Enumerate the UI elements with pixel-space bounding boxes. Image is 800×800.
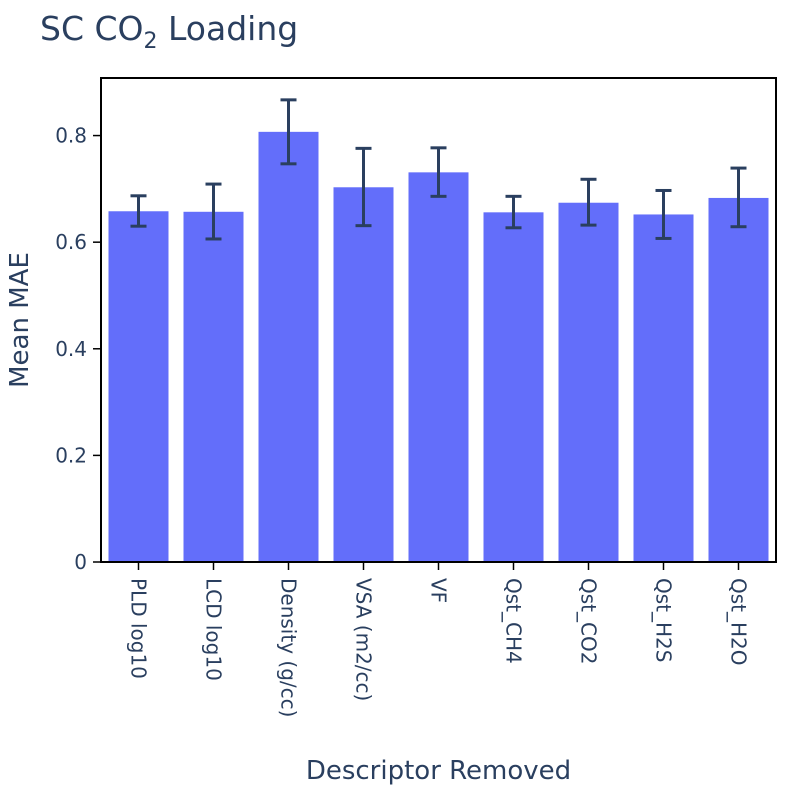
x-tick-label: Qst_H2S <box>652 578 676 662</box>
bars-layer <box>108 131 769 563</box>
y-tick-label: 0.6 <box>55 230 87 254</box>
y-axis-title: Mean MAE <box>5 252 35 388</box>
y-tick-label: 0 <box>74 550 87 574</box>
bar <box>258 131 319 562</box>
x-tick-label: Density (g/cc) <box>277 578 301 717</box>
bar <box>558 202 619 563</box>
x-tick-label: Qst_CO2 <box>577 578 601 664</box>
chart-title: SC CO2 Loading <box>40 9 298 54</box>
y-tick-label: 0.2 <box>55 443 87 467</box>
error-bars-layer <box>130 98 747 241</box>
x-tick-label: Qst_H2O <box>727 578 751 666</box>
x-tick-label: VF <box>427 578 451 603</box>
chart-title-main: SC CO <box>40 9 144 48</box>
x-tick-label: LCD log10 <box>202 578 226 681</box>
chart-title-rest: Loading <box>158 9 299 48</box>
y-tick-label: 0.4 <box>55 337 87 361</box>
chart-title-subscript: 2 <box>144 29 158 54</box>
x-tick-label: PLD log10 <box>127 578 151 679</box>
bar <box>108 211 169 562</box>
x-tick-label: VSA (m2/cc) <box>352 578 376 701</box>
y-axis: 0 0.2 0.4 0.6 0.8 <box>55 124 101 574</box>
bar <box>408 172 469 562</box>
bar <box>183 211 244 562</box>
bar <box>483 212 544 562</box>
bar <box>708 197 769 563</box>
y-tick-label: 0.8 <box>55 124 87 148</box>
x-axis-title: Descriptor Removed <box>306 756 571 786</box>
x-axis: PLD log10 LCD log10 Density (g/cc) VSA (m2/… <box>127 562 751 717</box>
bar <box>633 214 694 563</box>
x-tick-label: Qst_CH4 <box>502 578 526 664</box>
bar <box>333 187 394 562</box>
